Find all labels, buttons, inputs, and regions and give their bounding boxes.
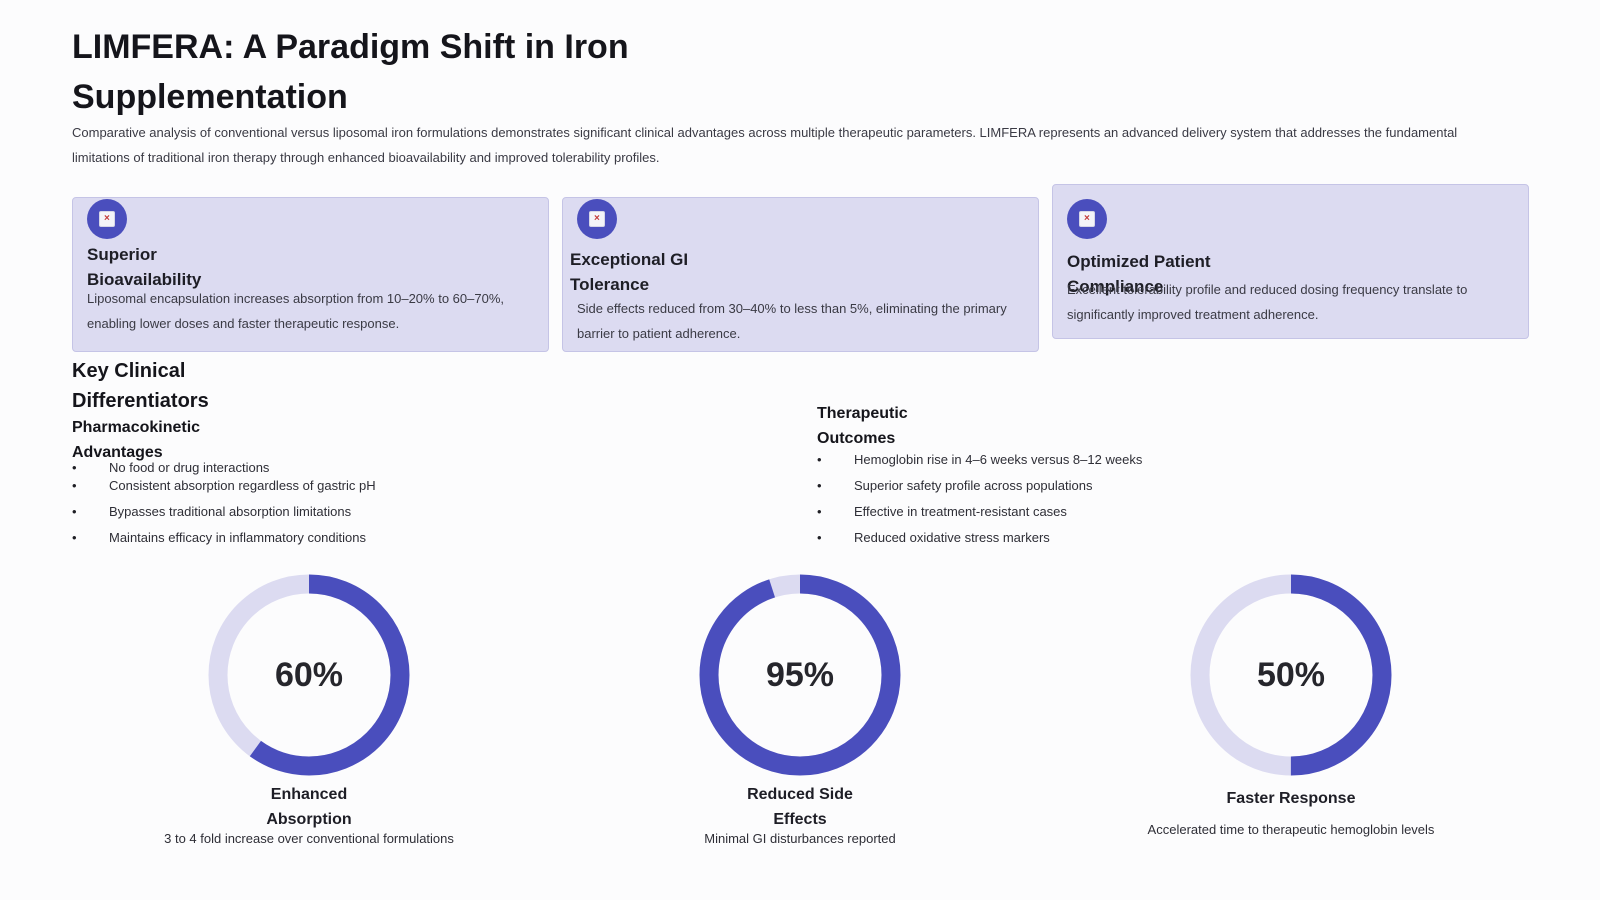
card-title: Superior Bioavailability <box>87 245 202 289</box>
therapeutic-heading: Therapeutic Outcomes <box>817 405 908 447</box>
metric-sub: Minimal GI disturbances reported <box>704 831 896 846</box>
donut-chart-absorption <box>208 574 410 776</box>
card-patient-compliance: Optimized Patient Compliance Excellent t… <box>1052 184 1529 339</box>
pharmacokinetic-list: No food or drug interactions Consistent … <box>72 459 552 547</box>
intro-paragraph: Comparative analysis of conventional ver… <box>72 125 1458 165</box>
donut-value: 60% <box>274 655 344 694</box>
card-text: Liposomal encapsulation increases absorp… <box>87 291 504 331</box>
donut-progress <box>1190 574 1392 776</box>
section-heading: Key Clinical Differentiators <box>72 360 209 412</box>
list-item: Reduced oxidative stress markers <box>817 529 1297 547</box>
broken-image-icon <box>1067 199 1107 239</box>
metric-label: Faster Response <box>1226 790 1356 807</box>
list-item: Maintains efficacy in inflammatory condi… <box>72 529 552 547</box>
list-item: No food or drug interactions <box>72 459 552 477</box>
metric-label: Reduced Side Effects <box>747 786 853 828</box>
broken-image-icon <box>87 199 127 239</box>
card-title: Optimized Patient Compliance <box>1067 252 1211 296</box>
donut-progress <box>699 574 901 776</box>
page-title: LIMFERA: A Paradigm Shift in Iron Supple… <box>72 28 629 116</box>
therapeutic-list: Hemoglobin rise in 4–6 weeks versus 8–12… <box>817 451 1297 547</box>
list-item: Hemoglobin rise in 4–6 weeks versus 8–12… <box>817 451 1297 469</box>
card-text: Excellent tolerability profile and reduc… <box>1067 282 1468 322</box>
pharmacokinetic-heading: Pharmacokinetic Advantages <box>72 419 201 461</box>
broken-image-icon <box>577 199 617 239</box>
donut-value: 50% <box>1256 655 1326 694</box>
donut-value: 95% <box>765 655 835 694</box>
metric-sub: 3 to 4 fold increase over conventional f… <box>164 831 454 846</box>
list-item: Bypasses traditional absorption limitati… <box>72 503 552 521</box>
card-title: Exceptional GI Tolerance <box>570 250 689 294</box>
card-text: Side effects reduced from 30–40% to less… <box>577 301 1007 341</box>
card-gi-tolerance: Exceptional GI Tolerance Side effects re… <box>562 197 1039 352</box>
list-item: Superior safety profile across populatio… <box>817 477 1297 495</box>
donut-chart-side-effects <box>699 574 901 776</box>
list-item: Consistent absorption regardless of gast… <box>72 477 552 495</box>
list-item: Effective in treatment-resistant cases <box>817 503 1297 521</box>
card-bioavailability: Superior Bioavailability Liposomal encap… <box>72 197 549 352</box>
donut-progress <box>208 574 410 776</box>
metric-sub: Accelerated time to therapeutic hemoglob… <box>1147 822 1435 837</box>
donut-chart-response <box>1190 574 1392 776</box>
metric-label: Enhanced Absorption <box>266 786 352 828</box>
